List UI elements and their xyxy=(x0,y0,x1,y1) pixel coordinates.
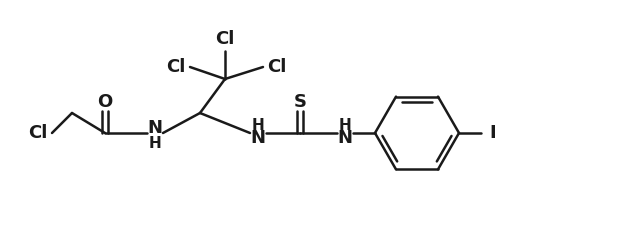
Text: O: O xyxy=(97,93,113,111)
Text: H: H xyxy=(252,118,264,133)
Text: H: H xyxy=(339,118,351,133)
Text: N: N xyxy=(250,129,266,147)
Text: N: N xyxy=(147,119,163,137)
Text: Cl: Cl xyxy=(28,124,48,142)
Text: S: S xyxy=(294,93,307,111)
Text: N: N xyxy=(337,129,353,147)
Text: H: H xyxy=(148,136,161,151)
Text: Cl: Cl xyxy=(215,30,235,48)
Text: Cl: Cl xyxy=(166,58,186,76)
Text: I: I xyxy=(490,124,496,142)
Text: Cl: Cl xyxy=(268,58,287,76)
